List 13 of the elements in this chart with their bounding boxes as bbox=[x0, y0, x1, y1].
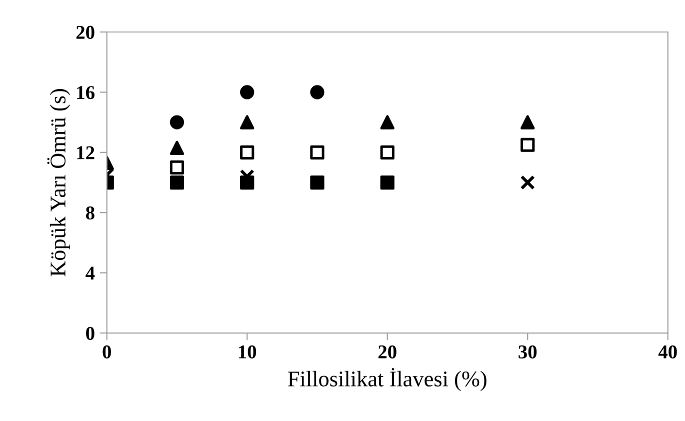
y-tick-label: 12 bbox=[77, 146, 94, 160]
x-tick-label: 10 bbox=[238, 345, 256, 358]
y-tick-label: 20 bbox=[76, 26, 94, 39]
y-tick-label: 4 bbox=[86, 266, 95, 280]
x-tick-label: 0 bbox=[102, 345, 111, 358]
y-tick-label: 0 bbox=[86, 326, 94, 340]
y-tick-label: 8 bbox=[86, 206, 94, 220]
x-tick-label: 40 bbox=[658, 345, 677, 358]
x-axis-title: Fillosilikat İlavesi (%) bbox=[288, 368, 486, 392]
x-tick-label: 20 bbox=[378, 345, 396, 358]
y-axis-title: Köpük Yarı Ömrü (s) bbox=[47, 89, 70, 276]
x-tick-label: 30 bbox=[518, 345, 537, 358]
y-tick-label: 16 bbox=[77, 86, 94, 100]
